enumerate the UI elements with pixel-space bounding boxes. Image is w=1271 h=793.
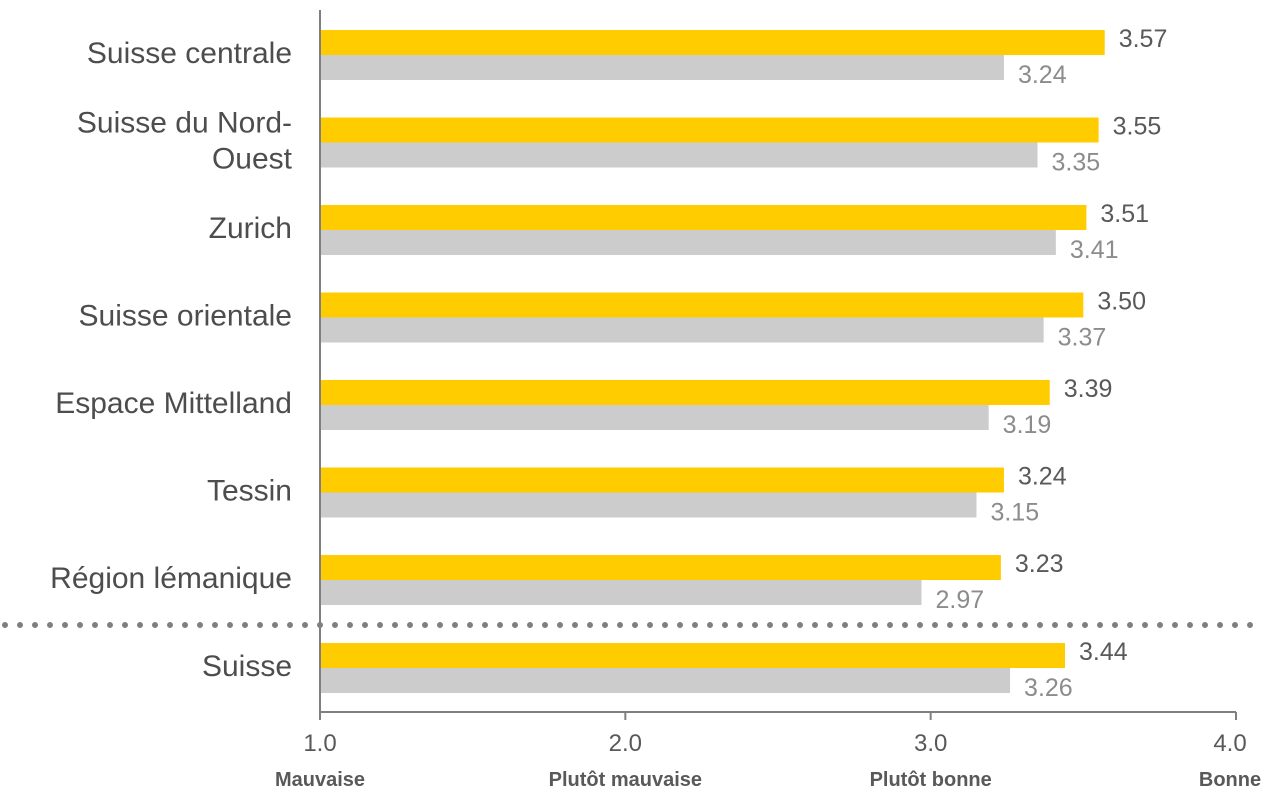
category-label-3: Suisse orientale (79, 299, 292, 332)
bar-primary-2 (320, 205, 1087, 230)
bar-primary-4 (320, 380, 1050, 405)
value-label-secondary-4: 3.19 (1003, 411, 1052, 439)
x-tick-label-3: 4.0 (1213, 730, 1246, 757)
category-label-5: Tessin (207, 474, 292, 507)
category-label-0: Suisse centrale (87, 37, 292, 70)
bar-primary-6 (320, 555, 1001, 580)
value-label-secondary-6: 2.97 (936, 586, 985, 614)
bar-secondary-0 (320, 55, 1004, 80)
value-label-primary-5: 3.24 (1018, 463, 1067, 491)
bar-secondary-1 (320, 142, 1038, 168)
bar-primary-7 (320, 643, 1066, 668)
category-label-4: Espace Mittelland (55, 387, 292, 420)
category-label-6: Région lémanique (50, 562, 292, 595)
value-label-primary-6: 3.23 (1015, 550, 1064, 578)
x-tick-sublabel-0: Mauvaise (275, 769, 365, 791)
bar-secondary-4 (320, 405, 989, 430)
value-label-secondary-0: 3.24 (1018, 61, 1067, 89)
value-label-primary-7: 3.44 (1079, 638, 1128, 666)
bar-secondary-2 (320, 230, 1056, 255)
x-tick-label-0: 1.0 (303, 730, 336, 757)
category-label-1-line-1: Ouest (212, 142, 293, 175)
bar-primary-5 (320, 467, 1004, 493)
category-label-1-line-0: Suisse du Nord- (77, 106, 292, 139)
value-label-primary-1: 3.55 (1113, 113, 1162, 141)
labels-layer: 3.57 3.55 3.51 3.50 3.39 3.24 3.23 3.44 3.24 3.35… (50, 25, 1167, 702)
bar-primary-3 (320, 292, 1084, 318)
category-label-2: Zurich (209, 212, 292, 245)
value-label-secondary-1: 3.35 (1052, 149, 1101, 177)
value-label-primary-0: 3.57 (1119, 25, 1168, 53)
bar-secondary-6 (320, 580, 922, 605)
x-tick-sublabel-2: Plutôt bonne (870, 769, 992, 791)
bar-secondary-3 (320, 317, 1044, 343)
x-tick-sublabel-1: Plutôt mauvaise (549, 769, 702, 791)
bar-primary-1 (320, 117, 1099, 143)
category-label-7: Suisse (202, 650, 292, 683)
bar-secondary-5 (320, 492, 977, 518)
bars-layer (320, 30, 1105, 693)
bar-secondary-7 (320, 668, 1011, 693)
value-label-secondary-2: 3.41 (1070, 236, 1119, 264)
x-tick-label-2: 3.0 (914, 730, 947, 757)
value-label-secondary-7: 3.26 (1024, 674, 1073, 702)
value-label-secondary-3: 3.37 (1058, 324, 1107, 352)
x-tick-sublabel-3: Bonne (1199, 769, 1261, 791)
bar-primary-0 (320, 30, 1105, 55)
axis-layer: 1.0 Mauvaise 2.0 Plutôt mauvaise 3.0 Plutôt b… (275, 10, 1261, 791)
value-label-primary-2: 3.51 (1100, 200, 1149, 228)
value-label-primary-3: 3.50 (1097, 288, 1146, 316)
value-label-primary-4: 3.39 (1064, 375, 1113, 403)
value-label-secondary-5: 3.15 (990, 499, 1039, 527)
x-tick-label-1: 2.0 (609, 730, 642, 757)
